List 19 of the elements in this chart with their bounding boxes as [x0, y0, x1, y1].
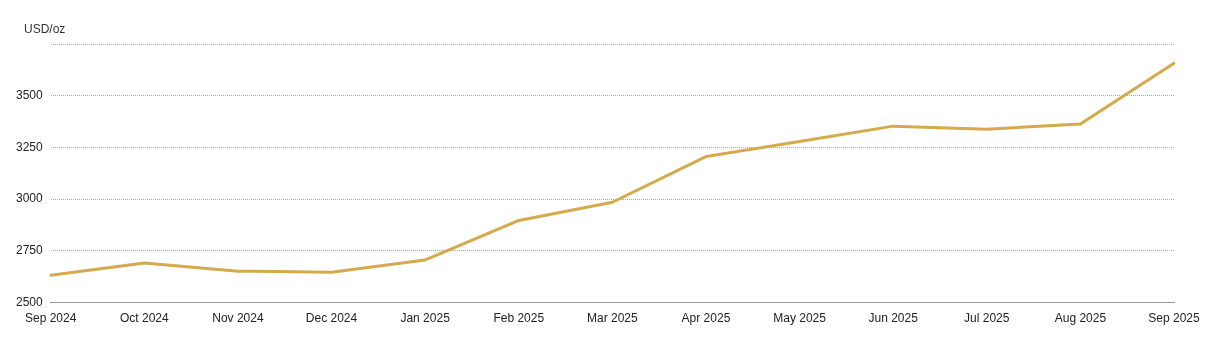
x-tick-label: Mar 2025 [587, 311, 639, 326]
y-tick-label: 3000 [15, 191, 44, 206]
x-tick-label: Sep 2025 [1148, 311, 1201, 326]
x-tick-label: Dec 2024 [305, 311, 358, 326]
x-tick-label: Jun 2025 [868, 311, 919, 326]
y-tick-label: 3500 [15, 88, 44, 103]
x-tick-label: Aug 2025 [1054, 311, 1107, 326]
x-tick-label: Apr 2025 [681, 311, 731, 326]
x-tick-label: Sep 2024 [25, 311, 77, 326]
y-tick-label: 2750 [15, 243, 44, 258]
y-tick-label: 3250 [15, 139, 44, 154]
x-tick-label: Oct 2024 [119, 311, 169, 326]
x-tick-label: Jan 2025 [400, 311, 451, 326]
x-tick-label: May 2025 [773, 311, 827, 326]
x-tick-label: Feb 2025 [493, 311, 545, 326]
x-tick-label: Nov 2024 [212, 311, 264, 326]
y-tick-label: 2500 [15, 294, 44, 309]
y-axis-title: USD/oz [24, 22, 66, 36]
x-tick-label: Jul 2025 [964, 311, 1010, 326]
